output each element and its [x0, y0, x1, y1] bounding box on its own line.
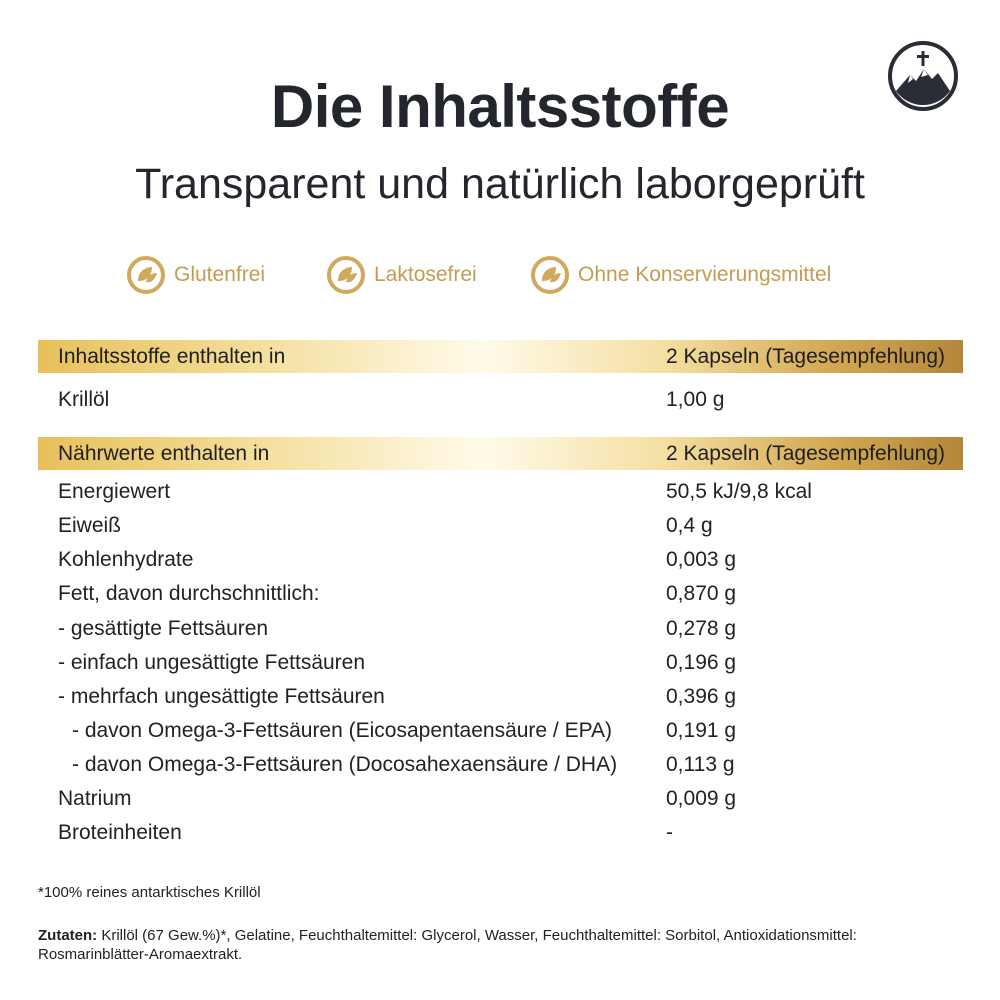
cell: - davon Omega-3-Fettsäuren (Docosahexaen…: [72, 753, 618, 776]
table-row: - mehrfach ungesättigte Fettsäuren 0,396 …: [38, 680, 963, 714]
cell: 50,5 kJ/9,8 kcal: [666, 480, 812, 503]
cell: Broteinheiten: [58, 821, 182, 844]
table-row: Eiweiß 0,4 g: [38, 509, 963, 543]
cell: Energiewert: [58, 480, 171, 503]
cell: - einfach ungesättigte Fettsäuren: [58, 651, 366, 674]
cell: Krillöl: [58, 388, 110, 411]
cell: 0,870 g: [666, 582, 737, 605]
ingredients-label: Zutaten:: [38, 927, 98, 944]
cell: 0,396 g: [666, 685, 737, 708]
cell: 0,196 g: [666, 651, 737, 674]
badge-label: Glutenfrei: [174, 263, 266, 286]
cell: 0,191 g: [666, 719, 737, 742]
table-row: Krillöl 1,00 g: [38, 383, 963, 417]
table-row: - einfach ungesättigte Fettsäuren 0,196 g: [38, 646, 963, 680]
badge-label: Ohne Konservierungsmittel: [578, 263, 832, 286]
table-row: Broteinheiten -: [38, 816, 963, 850]
title: Die Inhaltsstoffe: [270, 73, 730, 140]
badge: Laktosefrei: [326, 255, 477, 295]
cell: 0,4 g: [666, 514, 713, 537]
cell: 0,009 g: [666, 787, 737, 810]
table-row: Fett, davon durchschnittlich: 0,870 g: [38, 577, 963, 611]
badge-label: Laktosefrei: [374, 263, 477, 286]
badge: Ohne Konservierungsmittel: [530, 255, 831, 295]
table-row: - davon Omega-3-Fettsäuren (Docosahexaen…: [38, 748, 963, 782]
cell: Fett, davon durchschnittlich:: [58, 582, 320, 605]
table-header: Nährwerte enthalten in 2 Kapseln (Tagesem…: [38, 437, 963, 470]
cell: 0,278 g: [666, 617, 737, 640]
footnote: *100% reines antarktisches Krillöl: [38, 884, 261, 901]
cell: Eiweiß: [58, 514, 122, 537]
logo: [888, 41, 958, 111]
table-row: Natrium 0,009 g: [38, 782, 963, 816]
ingredients: Zutaten: Krillöl (67 Gew.%)*, Gelatine, …: [38, 926, 963, 964]
subtitle: Transparent und natürlich laborgeprüft: [135, 160, 865, 208]
table-row: Energiewert 50,5 kJ/9,8 kcal: [38, 475, 963, 509]
cell: - gesättigte Fettsäuren: [58, 617, 269, 640]
cell: -: [666, 821, 673, 844]
cell: - davon Omega-3-Fettsäuren (Eicosapentae…: [72, 719, 613, 742]
table-header: Inhaltsstoffe enthalten in 2 Kapseln (Tag…: [38, 340, 963, 373]
badge-icon: [327, 256, 365, 294]
badge-icon: [531, 256, 569, 294]
cell: Natrium: [58, 787, 132, 810]
table-row: - gesättigte Fettsäuren 0,278 g: [38, 612, 963, 646]
header-cell: 2 Kapseln (Tagesempfehlung): [666, 344, 946, 368]
cell: 1,00 g: [666, 388, 725, 411]
header-cell: 2 Kapseln (Tagesempfehlung): [666, 441, 946, 465]
table-row: - davon Omega-3-Fettsäuren (Eicosapentae…: [38, 714, 963, 748]
header-cell: Nährwerte enthalten in: [58, 441, 270, 465]
cell: - mehrfach ungesättigte Fettsäuren: [58, 685, 385, 708]
cell: Kohlenhydrate: [58, 548, 194, 571]
header-cell: Inhaltsstoffe enthalten in: [58, 344, 286, 368]
cell: 0,003 g: [666, 548, 737, 571]
badge: Glutenfrei: [126, 255, 265, 295]
cell: 0,113 g: [666, 753, 735, 776]
ingredients-text: Krillöl (67 Gew.%)*, Gelatine, Feuchthal…: [38, 927, 857, 963]
table-row: Kohlenhydrate 0,003 g: [38, 543, 963, 577]
badge-icon: [127, 256, 165, 294]
